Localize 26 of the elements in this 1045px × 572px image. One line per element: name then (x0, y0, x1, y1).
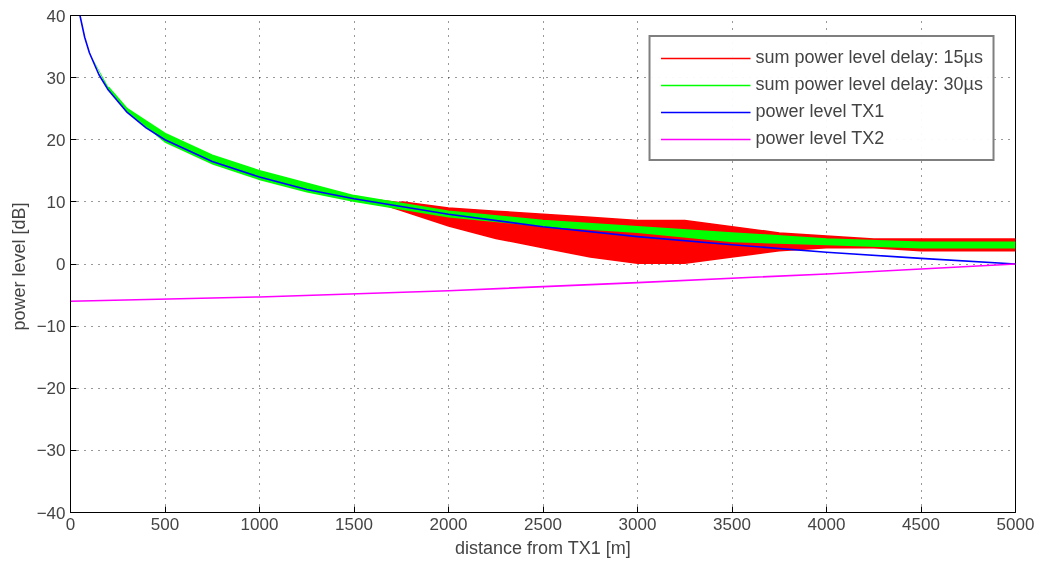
y-tick-label: 0 (56, 255, 66, 274)
y-axis-title: power level [dB] (8, 202, 29, 331)
legend-label: sum power level delay: 30µs (755, 74, 983, 95)
x-tick-label: 4500 (902, 514, 940, 534)
x-tick-label: 5000 (996, 514, 1035, 534)
y-tick-label: 30 (46, 68, 66, 88)
y-tick-label: 20 (46, 130, 66, 150)
x-tick-label: 1500 (335, 514, 373, 534)
x-tick-label: 2000 (429, 514, 468, 534)
x-tick-label: 3500 (713, 514, 751, 534)
y-tick-label: −30 (36, 441, 66, 461)
x-tick-label: 500 (150, 514, 180, 534)
y-tick-label: 40 (46, 6, 66, 26)
y-tick-label: −10 (36, 317, 66, 337)
line-series (70, 263, 1016, 303)
x-tick-label: 1000 (240, 514, 279, 534)
legend-label: sum power level delay: 15µs (755, 47, 983, 68)
x-tick-label: 2500 (524, 514, 562, 534)
y-tick-label: −40 (36, 503, 66, 523)
y-tick-label: −20 (36, 379, 66, 399)
x-tick-label: 3000 (618, 514, 657, 534)
legend-label: power level TX1 (755, 101, 885, 122)
legend-label: power level TX2 (755, 128, 885, 149)
x-axis-title: distance from TX1 [m] (454, 537, 631, 558)
y-tick-label: 10 (46, 192, 66, 212)
x-tick-label: 4000 (807, 514, 846, 534)
